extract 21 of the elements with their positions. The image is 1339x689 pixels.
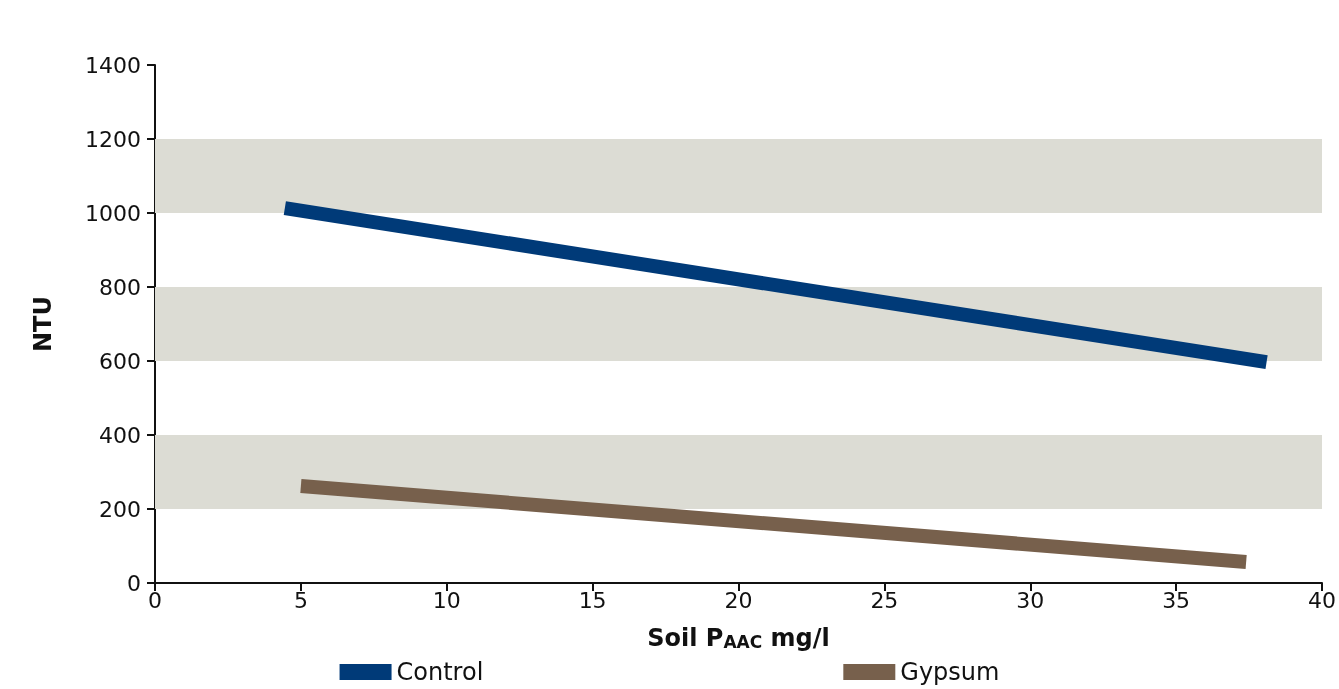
y-tick-label: 1200 [85, 126, 141, 152]
x-axis-title: Soil PAAC mg/l [647, 623, 830, 652]
y-tick-label: 200 [99, 496, 141, 522]
y-tick-label: 0 [127, 570, 141, 596]
x-tick-label: 35 [1162, 587, 1191, 613]
x-tick-label: 15 [578, 587, 607, 613]
x-tick-label: 5 [293, 587, 308, 613]
x-tick-label: 0 [148, 587, 162, 613]
y-tick-label: 800 [99, 274, 141, 300]
legend-label: Control [396, 658, 484, 686]
legend-label: Gypsum [900, 658, 1000, 686]
x-tick-label: 40 [1308, 587, 1336, 613]
y-tick-label: 1400 [85, 52, 141, 78]
x-tick-label: 25 [870, 587, 899, 613]
y-axis-title: NTU [29, 296, 57, 352]
y-tick-label: 600 [99, 348, 141, 374]
y-tick-label: 1000 [85, 200, 141, 226]
y-tick-label: 400 [99, 422, 141, 448]
x-tick-label: 30 [1016, 587, 1045, 613]
x-tick-label: 20 [724, 587, 753, 613]
x-tick-label: 10 [432, 587, 461, 613]
